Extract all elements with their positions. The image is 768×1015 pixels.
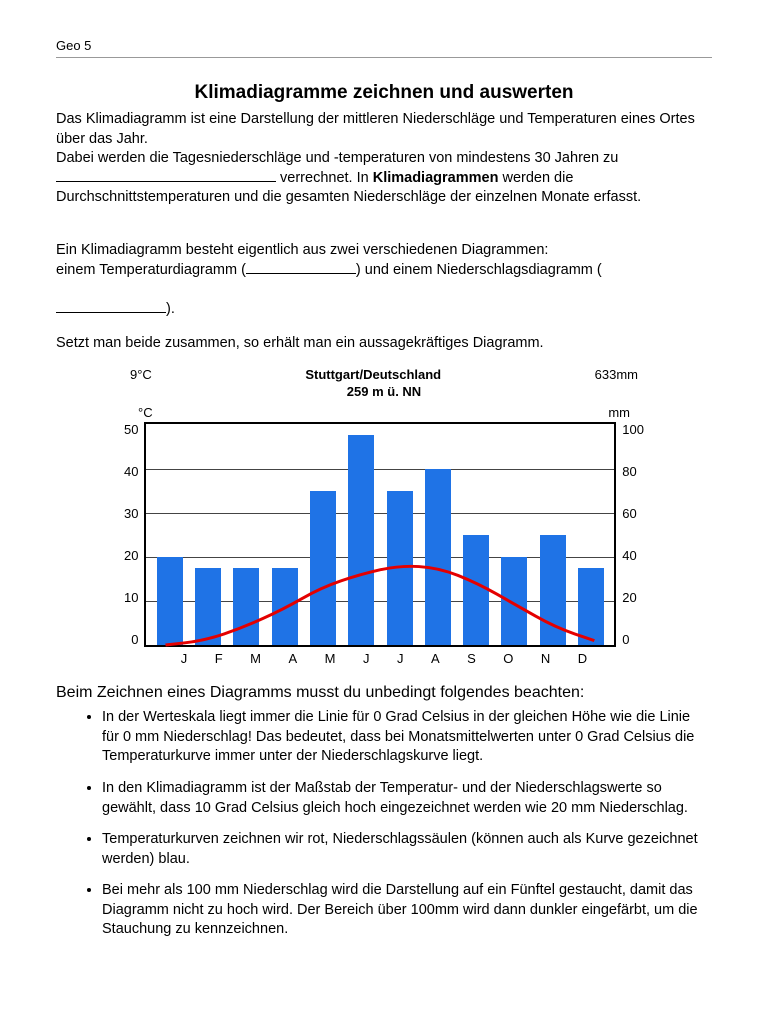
month-label: A: [431, 651, 440, 666]
intro-text-1a: Das Klimadiagramm ist eine Darstellung d…: [56, 111, 695, 147]
right-y-axis: 100 80 60 40 20 0: [616, 422, 644, 647]
intro-text-2-mid: ) und einem Niederschlagsdiagramm (: [356, 262, 602, 278]
month-label: M: [250, 651, 261, 666]
rules-heading: Beim Zeichnen eines Diagramms musst du u…: [56, 684, 712, 702]
fill-blank-2[interactable]: [246, 261, 356, 274]
rules-list: In der Werteskala liegt immer die Linie …: [56, 708, 712, 940]
x-axis-months: JFMAMJJASOND: [124, 647, 644, 666]
rule-item: Temperaturkurven zeichnen wir rot, Niede…: [102, 830, 712, 869]
month-label: S: [467, 651, 476, 666]
month-label: J: [363, 651, 370, 666]
fill-blank-1[interactable]: [56, 169, 276, 182]
intro-text-1b-mid: verrechnet. In: [280, 170, 373, 186]
month-label: F: [215, 651, 223, 666]
right-axis-unit: mm: [608, 405, 630, 420]
ytick-left: 40: [124, 464, 138, 479]
page-header: Geo 5: [56, 38, 712, 58]
rule-item: In den Klimadiagramm ist der Maßstab der…: [102, 779, 712, 818]
intro-text-1b-pre: Dabei werden die Tagesniederschläge und …: [56, 150, 618, 166]
ytick-left: 10: [124, 590, 138, 605]
ytick-left: 30: [124, 506, 138, 521]
plot-area: [144, 422, 616, 647]
month-label: A: [288, 651, 297, 666]
chart-avg-temp: 9°C: [130, 367, 152, 382]
month-label: D: [578, 651, 587, 666]
ytick-right: 20: [622, 590, 636, 605]
month-label: J: [181, 651, 188, 666]
chart-title: Stuttgart/Deutschland: [152, 367, 595, 382]
month-label: O: [503, 651, 513, 666]
left-y-axis: 50 40 30 20 10 0: [124, 422, 144, 647]
ytick-right: 60: [622, 506, 636, 521]
temperature-line: [166, 567, 595, 646]
chart-total-precip: 633mm: [595, 367, 638, 382]
month-label: M: [325, 651, 336, 666]
intro-paragraph-3: Setzt man beide zusammen, so erhält man …: [56, 334, 712, 354]
chart-header-row: 9°C Stuttgart/Deutschland 633mm: [124, 367, 644, 382]
ytick-left: 50: [124, 422, 138, 437]
ytick-left: 20: [124, 548, 138, 563]
left-axis-unit: °C: [138, 405, 153, 420]
ytick-right: 0: [622, 632, 629, 647]
month-label: J: [397, 651, 404, 666]
ytick-right: 40: [622, 548, 636, 563]
ytick-right: 100: [622, 422, 644, 437]
intro-text-klimadiagrammen: Klimadiagrammen: [373, 170, 499, 186]
page-title: Klimadiagramme zeichnen und auswerten: [56, 82, 712, 104]
chart-subtitle: 259 m ü. NN: [124, 384, 644, 399]
ytick-right: 80: [622, 464, 636, 479]
rule-item: Bei mehr als 100 mm Niederschlag wird di…: [102, 881, 712, 940]
month-label: N: [541, 651, 550, 666]
chart-axis-units: °C mm: [124, 405, 644, 422]
chart-body: 50403020100 100806040200: [124, 422, 644, 647]
intro-paragraph-1: Das Klimadiagramm ist eine Darstellung d…: [56, 110, 712, 208]
worksheet-page: Geo 5 Klimadiagramme zeichnen und auswer…: [0, 0, 768, 992]
ytick-left: 0: [131, 632, 138, 647]
intro-text-2-post: ).: [166, 301, 175, 317]
rule-item: In der Werteskala liegt immer die Linie …: [102, 708, 712, 767]
temperature-curve: [146, 424, 614, 645]
climate-chart: 9°C Stuttgart/Deutschland 633mm 259 m ü.…: [124, 367, 644, 666]
fill-blank-3[interactable]: [56, 300, 166, 313]
intro-paragraph-2: Ein Klimadiagramm besteht eigentlich aus…: [56, 222, 712, 320]
